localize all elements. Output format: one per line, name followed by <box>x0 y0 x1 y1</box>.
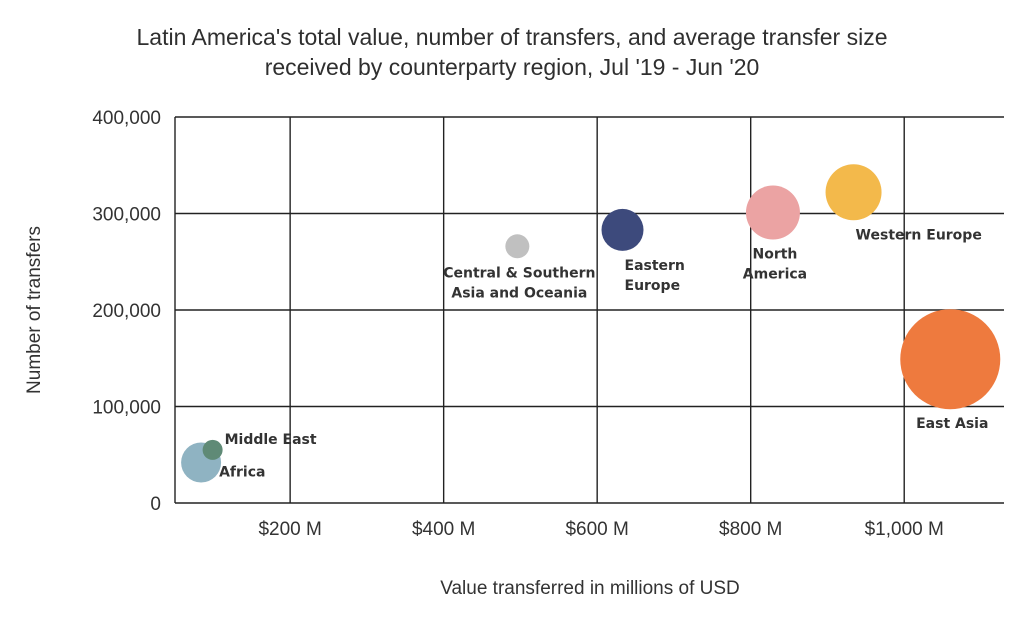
bubble-label: Middle East <box>225 432 317 448</box>
chart-subtitle: received by counterparty region, Jul '19… <box>265 54 760 80</box>
bubble <box>745 185 800 240</box>
x-tick-label: $200 M <box>258 519 321 540</box>
bubbles <box>181 164 1001 483</box>
bubble-label: Eastern Europe <box>625 258 685 294</box>
bubble-label: Western Europe <box>856 227 982 243</box>
y-axis-ticks: 0 100,000 200,000 300,000 400,000 <box>92 108 161 515</box>
x-tick-label: $800 M <box>719 519 782 540</box>
y-tick-label: 200,000 <box>92 301 161 322</box>
bubble <box>505 234 530 259</box>
bubble-label: Africa <box>219 464 265 480</box>
chart-title: Latin America's total value, number of t… <box>137 24 888 50</box>
bubble-label: North America <box>743 247 807 283</box>
bubble-labels: Africa Middle East Central & Southern Asia … <box>219 227 988 480</box>
y-tick-label: 400,000 <box>92 108 161 129</box>
y-tick-label: 100,000 <box>92 398 161 419</box>
x-tick-label: $400 M <box>412 519 475 540</box>
bubble <box>900 309 1001 410</box>
x-tick-label: $600 M <box>565 519 628 540</box>
bubble <box>601 208 644 251</box>
x-axis-label: Value transferred in millions of USD <box>440 578 740 599</box>
bubble-label: East Asia <box>916 416 988 432</box>
bubble-label: Central & Southern Asia and Oceania <box>443 265 595 301</box>
gridlines <box>174 116 1004 504</box>
x-axis-ticks: $200 M $400 M $600 M $800 M $1,000 M <box>258 519 943 540</box>
bubble <box>202 439 223 460</box>
y-axis-label: Number of transfers <box>24 226 45 394</box>
y-tick-label: 300,000 <box>92 205 161 226</box>
y-tick-label: 0 <box>150 494 161 515</box>
bubble <box>825 164 882 221</box>
x-tick-label: $1,000 M <box>865 519 944 540</box>
